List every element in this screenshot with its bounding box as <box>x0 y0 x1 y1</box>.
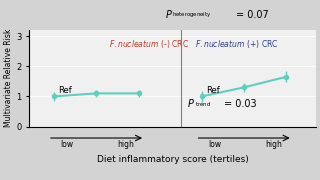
Text: $P$: $P$ <box>188 97 195 109</box>
Text: low: low <box>208 140 221 148</box>
Text: $_{\mathrm{trend}}$: $_{\mathrm{trend}}$ <box>195 100 211 109</box>
Text: high: high <box>117 140 134 148</box>
Text: = 0.03: = 0.03 <box>224 99 257 109</box>
Text: $P$: $P$ <box>164 8 172 20</box>
Text: low: low <box>60 140 74 148</box>
Text: $_{\mathrm{heterogeneity}}$: $_{\mathrm{heterogeneity}}$ <box>172 11 212 20</box>
Text: Ref: Ref <box>206 86 220 95</box>
Text: $\it{F. nucleatum}$ (-) CRC: $\it{F. nucleatum}$ (-) CRC <box>109 38 189 50</box>
Text: high: high <box>265 140 282 148</box>
Text: $\it{F. nucleatum}$ (+) CRC: $\it{F. nucleatum}$ (+) CRC <box>195 38 279 50</box>
Text: Ref: Ref <box>59 86 72 95</box>
Text: = 0.07: = 0.07 <box>236 10 268 20</box>
Text: Diet inflammatory score (tertiles): Diet inflammatory score (tertiles) <box>97 155 248 164</box>
Y-axis label: Multivariate Relative Risk: Multivariate Relative Risk <box>4 29 13 127</box>
